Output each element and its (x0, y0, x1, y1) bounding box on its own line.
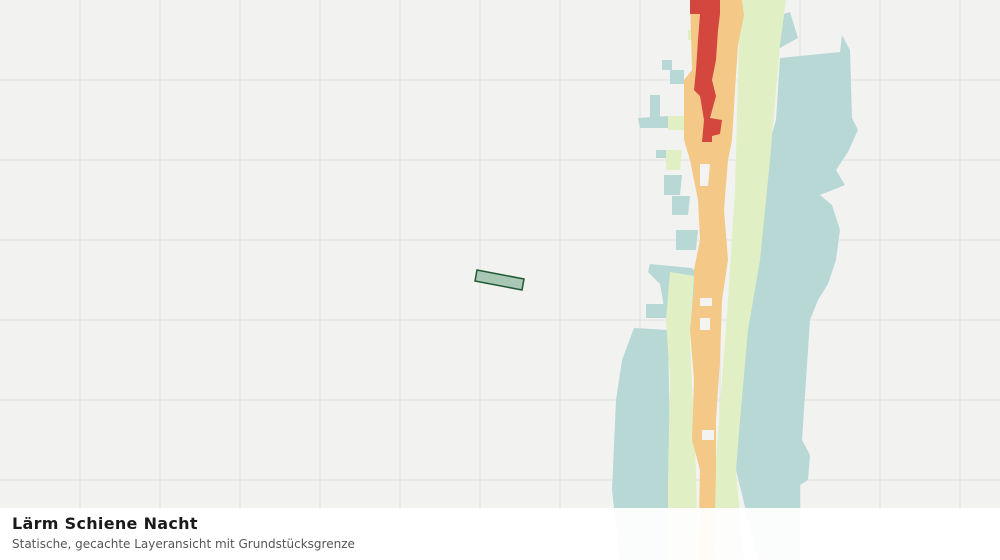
parcel-boundary (474, 269, 525, 291)
noise-gaps (700, 164, 714, 440)
layer-title: Lärm Schiene Nacht (12, 514, 198, 533)
layer-subtitle: Statische, gecachte Layeransicht mit Gru… (12, 537, 355, 551)
noise-band-high (684, 0, 744, 560)
noise-band-medium (666, 0, 786, 560)
caption: Lärm Schiene Nacht Statische, gecachte L… (0, 508, 1000, 560)
noise-band-very-high (690, 0, 722, 142)
